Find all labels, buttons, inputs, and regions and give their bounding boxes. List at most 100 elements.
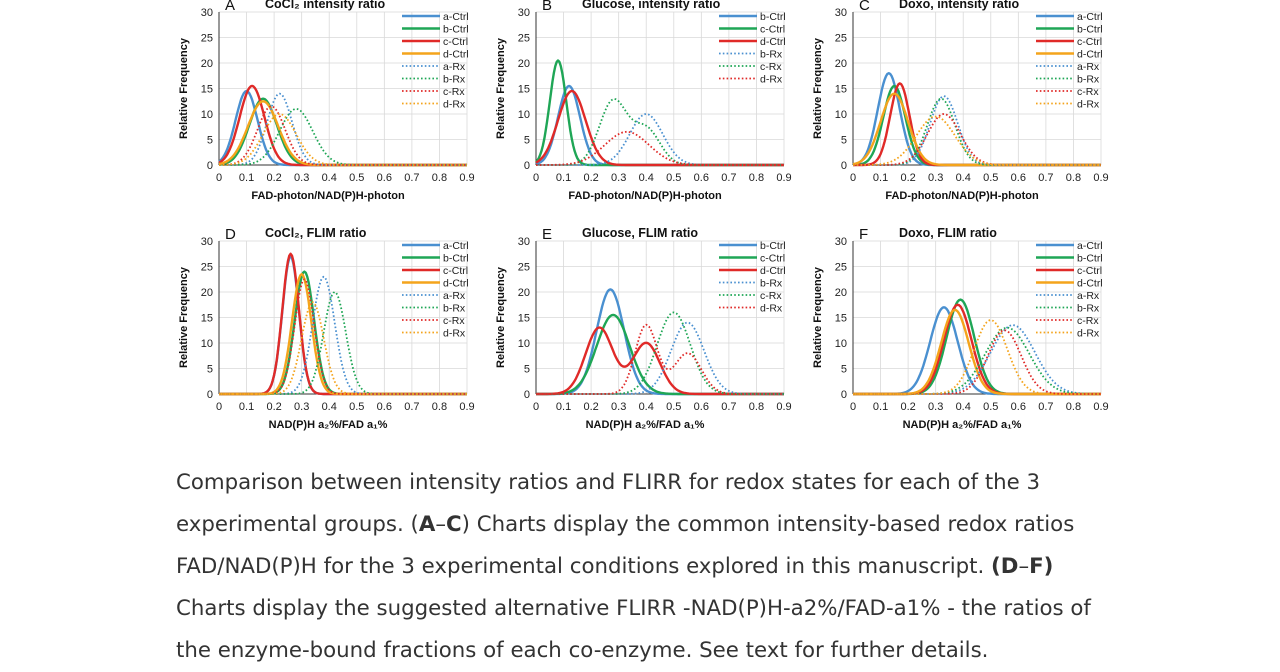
legend-label: d-Rx <box>443 328 466 340</box>
panel-title: CoCl₂ intensity ratio <box>265 0 386 11</box>
legend-label: a-Rx <box>1077 61 1100 73</box>
x-tick-label: 0.6 <box>1011 172 1026 184</box>
legend-label: c-Rx <box>760 61 782 73</box>
y-tick-label: 20 <box>201 287 213 299</box>
legend-label: d-Rx <box>1077 328 1100 340</box>
caption-text-2: ) Charts display the common intensity-ba… <box>176 512 1075 579</box>
x-tick-label: 0.7 <box>1038 401 1053 413</box>
x-tick-label: 0.1 <box>873 401 888 413</box>
x-tick-label: 0.4 <box>322 172 337 184</box>
series-line-a-ctrl <box>218 89 467 167</box>
y-axis-label: Relative Frequency <box>178 37 190 139</box>
legend-label: d-Ctrl <box>1077 278 1103 290</box>
x-axis-label: NAD(P)H a₂%/FAD a₁% <box>586 419 705 431</box>
series-line-a-ctrl <box>219 255 467 396</box>
y-tick-label: 10 <box>201 338 213 350</box>
legend-label: d-Ctrl <box>443 278 469 290</box>
y-axis-label: Relative Frequency <box>178 266 190 368</box>
y-tick-label: 30 <box>201 236 213 248</box>
y-tick-label: 10 <box>518 338 530 350</box>
x-tick-label: 0.6 <box>377 172 392 184</box>
x-tick-label: 0.4 <box>639 172 654 184</box>
caption-dash-2: – <box>1018 554 1030 579</box>
legend-label: c-Rx <box>1077 86 1099 98</box>
legend-label: a-Rx <box>443 61 466 73</box>
panel-title: Glucose, intensity ratio <box>582 0 721 11</box>
legend-label: d-Rx <box>760 303 783 315</box>
x-tick-label: 0.7 <box>404 172 419 184</box>
x-tick-label: 0.3 <box>928 401 943 413</box>
legend-label: c-Ctrl <box>443 36 468 48</box>
panel-title: Doxo, FLIM ratio <box>899 226 997 240</box>
legend-label: c-Rx <box>1077 315 1099 327</box>
panel-title: Doxo, intensity ratio <box>899 0 1020 11</box>
y-tick-label: 15 <box>835 313 847 325</box>
y-tick-label: 0 <box>524 160 530 172</box>
x-tick-label: 0.6 <box>694 401 709 413</box>
x-tick-label: 0.7 <box>1038 172 1053 184</box>
legend-label: b-Rx <box>1077 74 1100 86</box>
panel-a: 0 5 10 15 20 25 30 0 0.1 0.2 0.3 0.4 0.5 0.6 0.7 0.8 0.9… <box>178 0 475 202</box>
x-tick-label: 0.3 <box>611 172 626 184</box>
x-tick-label: 0.5 <box>666 172 681 184</box>
y-tick-label: 5 <box>207 364 213 376</box>
x-tick-label: 0.8 <box>749 172 764 184</box>
x-tick-label: 0.1 <box>556 401 571 413</box>
x-tick-label: 0 <box>216 401 222 413</box>
y-tick-label: 0 <box>841 389 847 401</box>
x-tick-label: 0.7 <box>721 401 736 413</box>
y-tick-label: 10 <box>201 109 213 121</box>
figure-panels: 0 5 10 15 20 25 30 0 0.1 0.2 0.3 0.4 0.5 0.6 0.7 0.8 0.9… <box>170 0 1115 442</box>
y-tick-label: 25 <box>518 33 530 45</box>
y-tick-label: 15 <box>201 84 213 96</box>
figure-caption: Comparison between intensity ratios and … <box>176 462 1121 672</box>
panel-letter: D <box>225 226 236 243</box>
legend-label: d-Ctrl <box>1077 49 1103 61</box>
x-tick-label: 0.9 <box>776 172 791 184</box>
y-tick-label: 20 <box>518 287 530 299</box>
x-tick-label: 0 <box>850 401 856 413</box>
panel-c: 0 5 10 15 20 25 30 0 0.1 0.2 0.3 0.4 0.5 0.6 0.7 0.8 0.9… <box>812 0 1109 202</box>
y-tick-label: 5 <box>841 364 847 376</box>
x-tick-label: 0.9 <box>1093 172 1108 184</box>
series-line-d-rx <box>853 115 1101 166</box>
legend-label: d-Rx <box>1077 99 1100 111</box>
y-tick-label: 0 <box>207 389 213 401</box>
y-tick-label: 25 <box>835 262 847 274</box>
series-line-a-rx <box>853 324 1101 395</box>
legend-label: b-Rx <box>443 303 466 315</box>
series-line-c-rx <box>219 278 467 395</box>
panel-f: 0 5 10 15 20 25 30 0 0.1 0.2 0.3 0.4 0.5 0.6 0.7 0.8 0.9… <box>812 226 1109 431</box>
series-line-b-ctrl <box>536 288 784 396</box>
series-line-b-rx <box>853 97 1101 166</box>
caption-dash-1: – <box>435 512 446 537</box>
x-axis-label: FAD-photon/NAD(P)H-photon <box>251 190 405 202</box>
legend-label: a-Ctrl <box>1077 240 1103 252</box>
legend-label: b-Rx <box>443 74 466 86</box>
x-tick-label: 0.2 <box>900 401 915 413</box>
y-tick-label: 30 <box>835 7 847 19</box>
y-axis-label: Relative Frequency <box>495 266 507 368</box>
legend-label: a-Ctrl <box>443 11 469 23</box>
legend-label: c-Ctrl <box>1077 265 1102 277</box>
caption-bold-c: C <box>446 512 462 537</box>
y-tick-label: 30 <box>518 236 530 248</box>
legend-label: d-Rx <box>760 74 783 86</box>
panel-title: CoCl₂, FLIM ratio <box>265 226 367 240</box>
y-tick-label: 20 <box>835 58 847 70</box>
x-axis-label: FAD-photon/NAD(P)H-photon <box>568 190 722 202</box>
x-tick-label: 0.3 <box>611 401 626 413</box>
legend-label: b-Ctrl <box>1077 253 1103 265</box>
y-tick-label: 5 <box>841 135 847 147</box>
x-tick-label: 0.7 <box>404 401 419 413</box>
legend-label: a-Rx <box>443 290 466 302</box>
y-tick-label: 10 <box>835 338 847 350</box>
x-tick-label: 0.8 <box>432 172 447 184</box>
x-tick-label: 0.5 <box>666 401 681 413</box>
series-line-c-rx <box>853 329 1101 395</box>
legend-label: b-Ctrl <box>1077 24 1103 36</box>
x-tick-label: 0.6 <box>694 172 709 184</box>
caption-bold-a: A <box>418 512 436 537</box>
y-tick-label: 0 <box>524 389 530 401</box>
series-line-c-ctrl <box>219 252 467 396</box>
